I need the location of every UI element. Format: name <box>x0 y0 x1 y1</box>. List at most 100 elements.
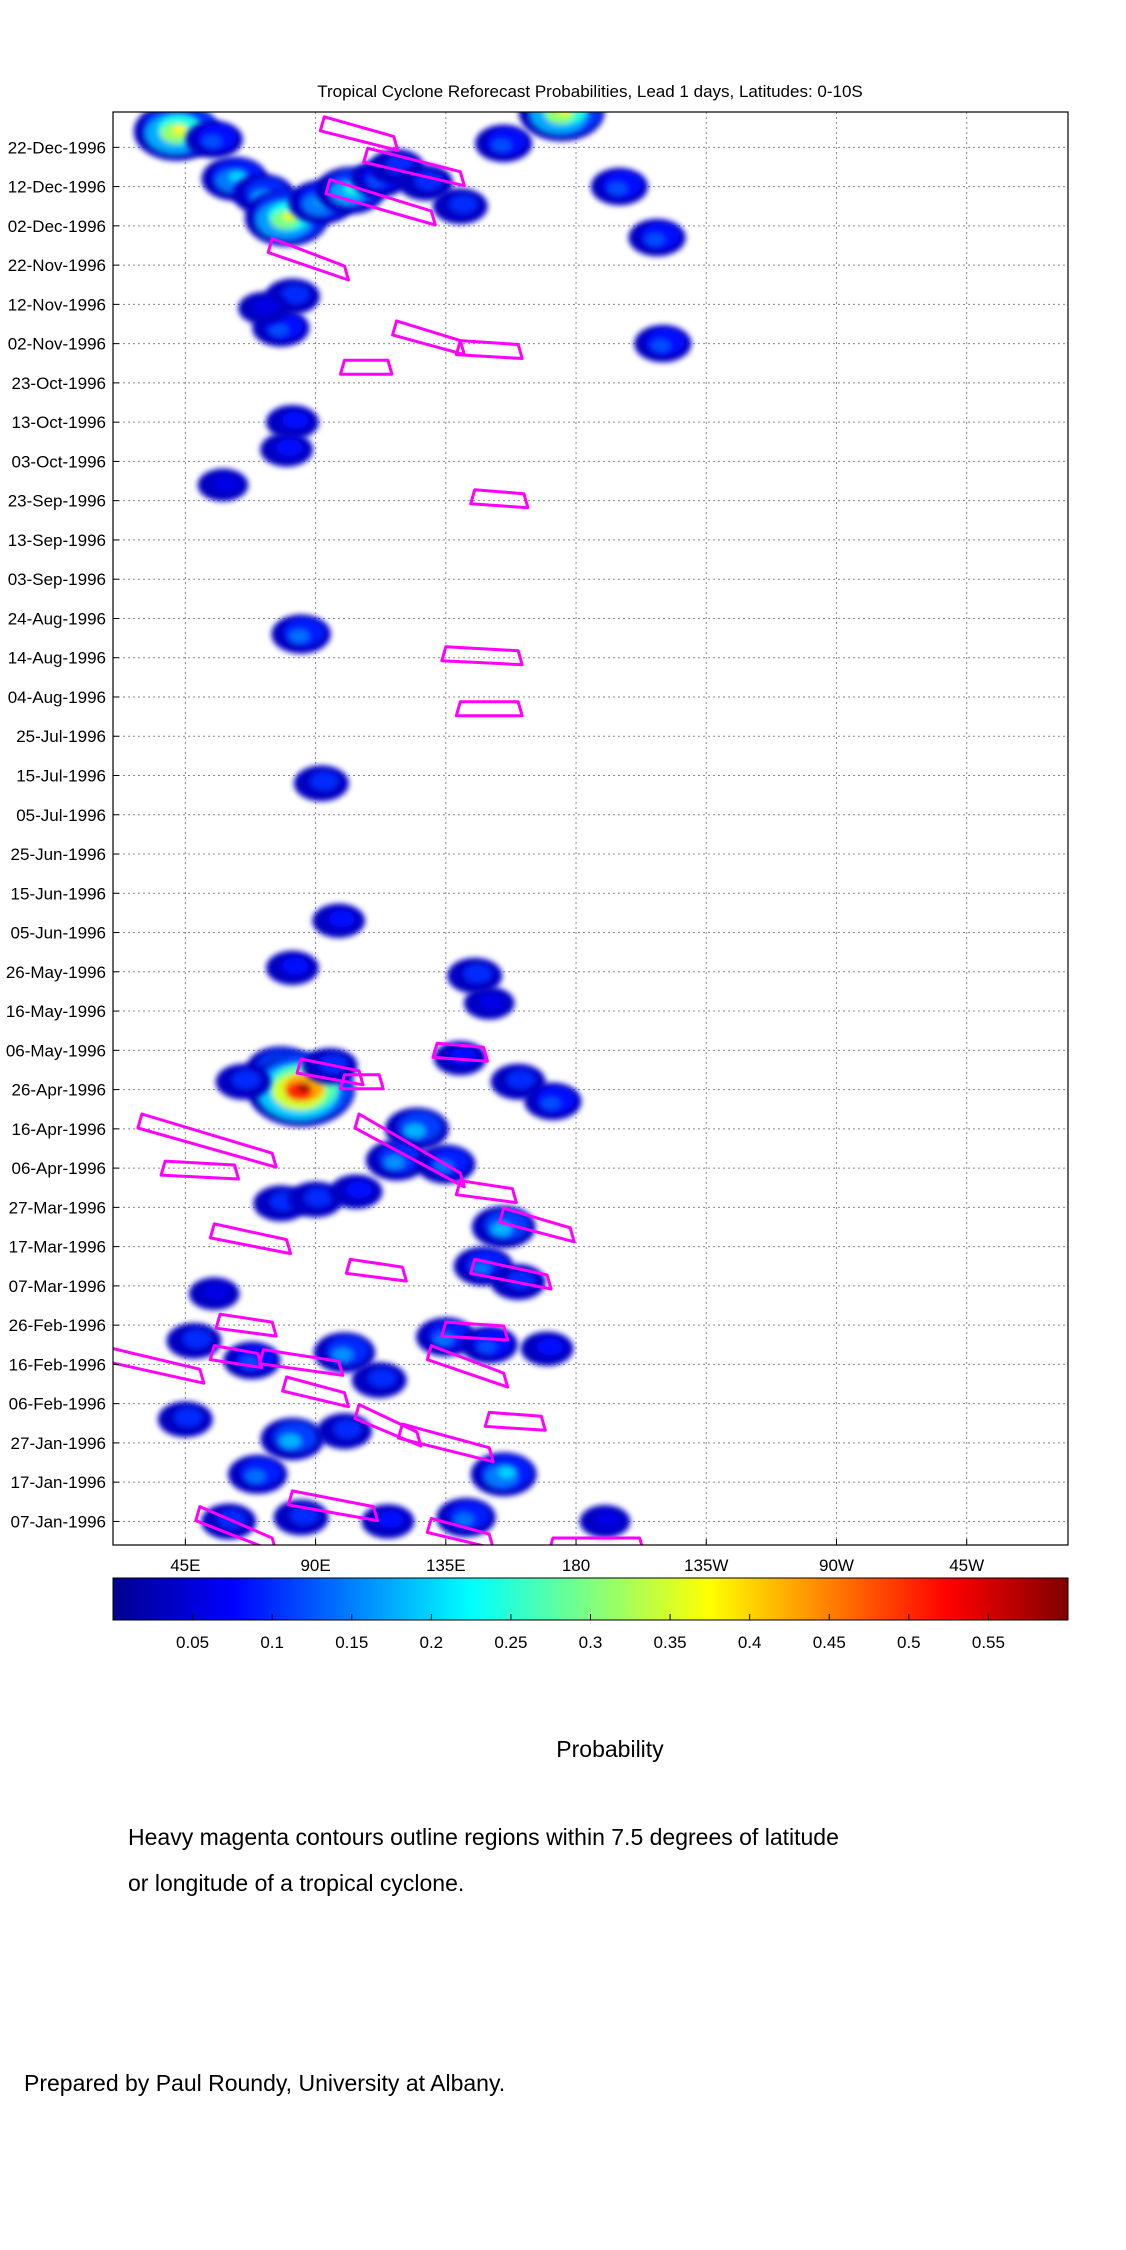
cyclone-contour <box>396 1422 495 1464</box>
cyclone-contour <box>318 115 400 152</box>
y-tick-label: 14-Aug-1996 <box>8 649 106 668</box>
probability-blob <box>260 1417 325 1461</box>
y-tick-label: 16-Apr-1996 <box>11 1120 106 1139</box>
y-tick-label: 26-Feb-1996 <box>9 1316 106 1335</box>
y-tick-label: 12-Dec-1996 <box>8 178 106 197</box>
blob-core <box>174 1408 203 1427</box>
cyclone-contour <box>469 1257 553 1291</box>
blob-core <box>229 171 246 183</box>
contour-note-line-2: or longitude of a tropical cyclone. <box>128 1870 465 1896</box>
cyclone-contour <box>454 700 524 718</box>
y-tick-label: 23-Sep-1996 <box>8 492 106 511</box>
blob-core <box>290 1506 318 1525</box>
probability-blob <box>312 903 366 938</box>
cyclone-contour <box>339 1073 385 1091</box>
probability-blob <box>166 1322 222 1359</box>
y-tick-label: 25-Jul-1996 <box>16 727 106 746</box>
blob-core <box>333 1420 362 1439</box>
colorbar-tick-label: 0.2 <box>420 1633 444 1652</box>
probability-blob <box>238 291 289 325</box>
cyclone-contour <box>136 1112 278 1169</box>
cyclone-contours <box>113 115 644 1545</box>
probability-blob <box>329 1174 383 1209</box>
colorbar-tick-label: 0.45 <box>813 1633 846 1652</box>
colorbar-ticks: 0.05 0.1 0.15 0.2 0.25 0.3 0.35 0.4 0.45 0.5 0.55 <box>176 1614 1005 1652</box>
cyclone-contour <box>454 1179 518 1205</box>
blob-core <box>281 285 310 304</box>
y-tick-label: 16-May-1996 <box>6 1002 106 1021</box>
cyclone-contour <box>208 1222 293 1256</box>
probability-blob <box>628 218 686 257</box>
cyclone-contour <box>159 1159 240 1181</box>
y-axis: 07-Jan-1996 17-Jan-1996 27-Jan-1996 06-Feb-… <box>6 138 119 1531</box>
blob-core <box>449 195 478 214</box>
blob-core <box>558 112 572 115</box>
blob-core <box>282 957 309 975</box>
colorbar-tick-label: 0.25 <box>494 1633 527 1652</box>
cyclone-contour <box>208 1344 264 1369</box>
cyclone-contour <box>281 1375 350 1409</box>
probability-blob <box>260 432 314 467</box>
cyclone-contour <box>353 1403 423 1448</box>
x-tick-label: 90E <box>300 1556 330 1575</box>
cyclone-contour <box>549 1536 644 1545</box>
blob-core <box>507 1070 535 1089</box>
y-tick-label: 15-Jun-1996 <box>11 884 106 903</box>
probability-blob <box>447 957 503 994</box>
y-tick-label: 05-Jun-1996 <box>11 924 106 943</box>
probability-blob <box>293 765 349 802</box>
blob-core <box>282 411 309 429</box>
blob-core <box>536 1338 564 1356</box>
colorbar-tick-label: 0.05 <box>176 1633 209 1652</box>
blob-core <box>172 124 187 135</box>
blob-core <box>454 1512 474 1527</box>
x-tick-label: 180 <box>562 1556 590 1575</box>
y-tick-label: 25-Jun-1996 <box>11 845 106 864</box>
probability-blob <box>317 1413 373 1450</box>
y-tick-label: 17-Mar-1996 <box>9 1238 106 1257</box>
y-tick-label: 02-Nov-1996 <box>8 335 106 354</box>
chart-title: Tropical Cyclone Reforecast Probabilitie… <box>317 82 863 101</box>
probability-blob <box>579 1505 631 1538</box>
probability-blob <box>634 324 692 363</box>
blob-core <box>492 139 512 152</box>
credit-line: Prepared by Paul Roundy, University at A… <box>24 2070 506 2096</box>
probability-field <box>133 112 692 1540</box>
blob-core <box>545 112 574 124</box>
cyclone-contour <box>324 178 437 227</box>
x-tick-label: 135E <box>426 1556 466 1575</box>
cyclone-contour <box>425 1344 510 1389</box>
blob-core <box>498 1466 515 1478</box>
blob-core <box>541 1097 561 1110</box>
blob-core <box>269 323 289 337</box>
y-tick-label: 07-Mar-1996 <box>9 1277 106 1296</box>
y-tick-label: 17-Jan-1996 <box>11 1473 106 1492</box>
probability-blob <box>518 112 605 142</box>
y-tick-label: 13-Sep-1996 <box>8 531 106 550</box>
blob-core <box>213 474 239 492</box>
blob-core <box>183 1329 211 1348</box>
y-tick-label: 04-Aug-1996 <box>8 688 106 707</box>
probability-blob <box>361 1504 415 1539</box>
probability-blob <box>475 124 533 163</box>
probability-blob <box>351 1362 407 1399</box>
blob-core <box>328 910 355 928</box>
cyclone-contour <box>440 645 524 667</box>
cyclone-contour <box>194 1505 276 1545</box>
colorbar-tick-label: 0.35 <box>654 1633 687 1652</box>
colorbar-tick-label: 0.3 <box>579 1633 603 1652</box>
cyclone-contour <box>258 1348 345 1377</box>
cyclone-contour <box>483 1410 547 1432</box>
y-tick-label: 02-Dec-1996 <box>8 217 106 236</box>
x-tick-label: 45E <box>170 1556 200 1575</box>
y-tick-label: 27-Jan-1996 <box>11 1434 106 1453</box>
plot-area <box>113 112 1068 1545</box>
cyclone-contour <box>454 339 524 360</box>
contour-note-line-1: Heavy magenta contours outline regions w… <box>128 1824 839 1850</box>
blob-core <box>595 1511 621 1528</box>
blob-core <box>450 1047 477 1065</box>
y-tick-label: 05-Jul-1996 <box>16 806 106 825</box>
y-tick-label: 16-Feb-1996 <box>9 1355 106 1374</box>
blob-core <box>204 1283 230 1300</box>
colorbar-tick-label: 0.5 <box>897 1633 921 1652</box>
